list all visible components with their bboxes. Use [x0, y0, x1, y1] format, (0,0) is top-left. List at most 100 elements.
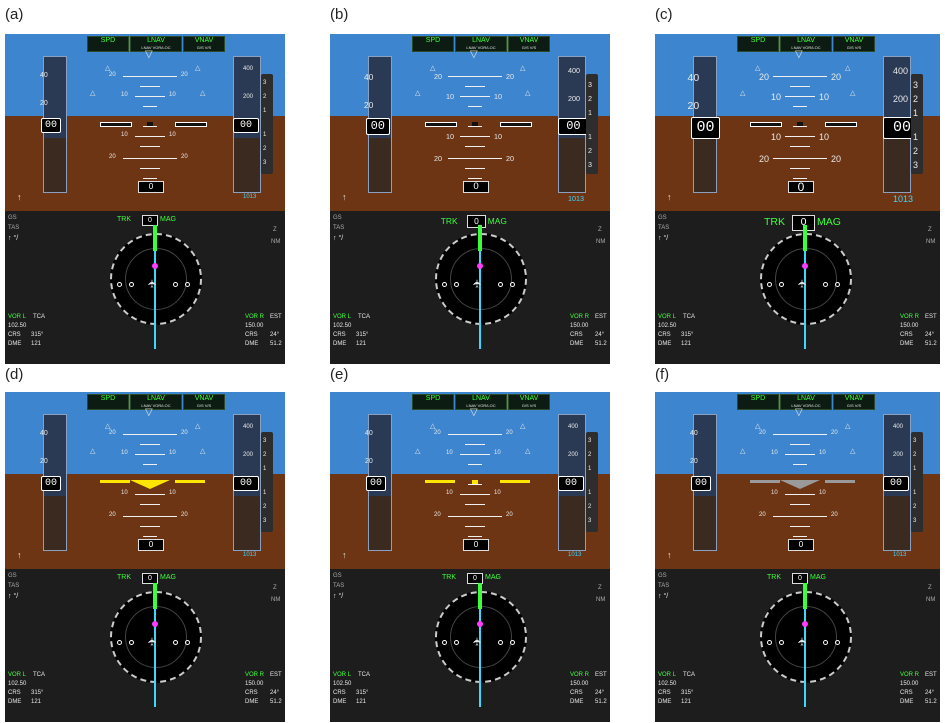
vor-r-crs-label: CRS — [900, 332, 913, 338]
vor-r-ident: EST — [925, 672, 937, 678]
pitch-label: 10 — [771, 92, 782, 102]
fma-lnav: LNAV — [797, 37, 815, 44]
vor-l-crs-label: CRS — [8, 332, 21, 338]
compass-inner — [125, 248, 187, 310]
fma-vnav-sub: G/S V/S — [521, 45, 537, 50]
pitch-line — [793, 536, 807, 537]
vertical-speed-scale — [261, 74, 273, 174]
pitch-label: 10 — [121, 132, 128, 138]
fma-speed-mode: SPD — [412, 394, 454, 410]
vor-r-crs: 24° — [270, 332, 280, 338]
fma-vnav: VNAV — [519, 37, 539, 44]
vor-r-crs-label: CRS — [570, 690, 583, 696]
vor-r-dme: 51.2 — [595, 341, 607, 347]
altitude-readout: 00 — [558, 476, 584, 491]
nd-gs-label: GS — [8, 573, 17, 579]
vs-tick: 1 — [913, 132, 919, 142]
nd-nm-label: NM — [596, 239, 606, 245]
roll-pointer: ▽ — [145, 49, 153, 60]
nd-gs-label: GS — [333, 573, 342, 579]
roll-marker: △ — [105, 65, 111, 72]
vs-tick: 2 — [263, 146, 267, 152]
roll-marker: △ — [105, 423, 111, 430]
deviation-dot — [510, 282, 515, 287]
roll-marker: △ — [195, 65, 201, 72]
pitch-line — [123, 434, 177, 435]
fma-lnav-sub: LNAV VOR/LOC — [141, 403, 171, 408]
fma-spd: SPD — [100, 37, 116, 44]
pitch-label: 10 — [121, 450, 128, 456]
fma-lnav: LNAV — [147, 37, 165, 44]
pitch-line — [460, 494, 490, 495]
pitch-label: 20 — [434, 512, 441, 518]
vs-tick: 3 — [263, 518, 267, 524]
speed-tick: 20 — [690, 458, 698, 465]
vs-tick: 2 — [263, 94, 267, 100]
vs-tick: 3 — [588, 160, 592, 169]
vertical-speed-readout: 0 — [463, 181, 489, 193]
magenta-marker — [477, 263, 483, 269]
vertical-speed-scale — [586, 74, 598, 174]
fma-vnav: VNAV — [194, 395, 214, 402]
vertical-speed-scale — [261, 432, 273, 532]
pitch-line — [793, 126, 807, 127]
aircraft-symbol-center — [797, 122, 803, 126]
speed-tick: 20 — [364, 100, 374, 110]
pitch-line — [135, 454, 165, 455]
pitch-label: 20 — [506, 72, 514, 81]
nd-z-label: Z — [598, 585, 602, 591]
deviation-dot — [767, 640, 772, 645]
vor-r-title: VOR R — [900, 314, 920, 320]
pitch-line — [773, 434, 827, 435]
aircraft-chevron — [780, 480, 820, 489]
altitude-tick: 400 — [568, 66, 580, 75]
roll-marker: △ — [200, 90, 206, 97]
speed-readout: 00 — [41, 118, 61, 133]
course-line — [804, 583, 806, 707]
nd-tas-label: TAS — [8, 583, 20, 589]
track-label: TRK — [767, 574, 781, 581]
roll-marker: △ — [520, 423, 526, 430]
speed-trend-arrow: ↑ — [667, 550, 672, 560]
vor-l-title: VOR L — [333, 672, 352, 678]
magenta-marker — [802, 263, 808, 269]
vor-l-ident: TCA — [683, 672, 695, 678]
deviation-dot — [454, 282, 459, 287]
fma-vnav-sub: G/S V/S — [521, 403, 537, 408]
vor-l-title: VOR L — [658, 314, 677, 320]
vor-r-crs-label: CRS — [245, 332, 258, 338]
panel-label: (c) — [655, 6, 673, 23]
pitch-line — [790, 168, 810, 169]
vor-r-dme: 51.2 — [595, 699, 607, 705]
pitch-line — [465, 526, 485, 527]
track-line — [803, 583, 807, 609]
speed-tick: 20 — [687, 100, 700, 112]
pitch-label: 20 — [759, 72, 770, 82]
pitch-label: 10 — [446, 132, 454, 141]
aircraft-symbol-left — [100, 480, 130, 483]
pitch-label: 20 — [831, 430, 838, 436]
roll-marker: △ — [755, 423, 761, 430]
pitch-label: 10 — [169, 490, 176, 496]
nd-gs-label: GS — [333, 215, 342, 221]
deviation-dot — [129, 282, 134, 287]
pitch-line — [465, 86, 485, 87]
pitch-label: 20 — [434, 154, 442, 163]
vs-tick: 1 — [588, 466, 592, 472]
pitch-label: 10 — [494, 132, 502, 141]
pitch-label: 10 — [446, 450, 453, 456]
pitch-label: 10 — [771, 450, 778, 456]
vor-l-title: VOR L — [8, 314, 27, 320]
aircraft-symbol-left — [100, 122, 132, 127]
vor-l-crs-label: CRS — [8, 690, 21, 696]
vertical-speed-readout: 0 — [788, 181, 814, 193]
nd-tas-label: TAS — [333, 225, 345, 231]
altitude-readout: 00 — [558, 117, 589, 136]
altitude-tick: 400 — [243, 424, 254, 430]
heading-box: 0 — [792, 215, 815, 231]
pitch-line — [790, 504, 810, 505]
vor-r-title: VOR R — [900, 672, 920, 678]
vor-l-ident: TCA — [33, 672, 45, 678]
pitch-line — [468, 178, 482, 179]
vor-l-ident: TCA — [33, 314, 45, 320]
